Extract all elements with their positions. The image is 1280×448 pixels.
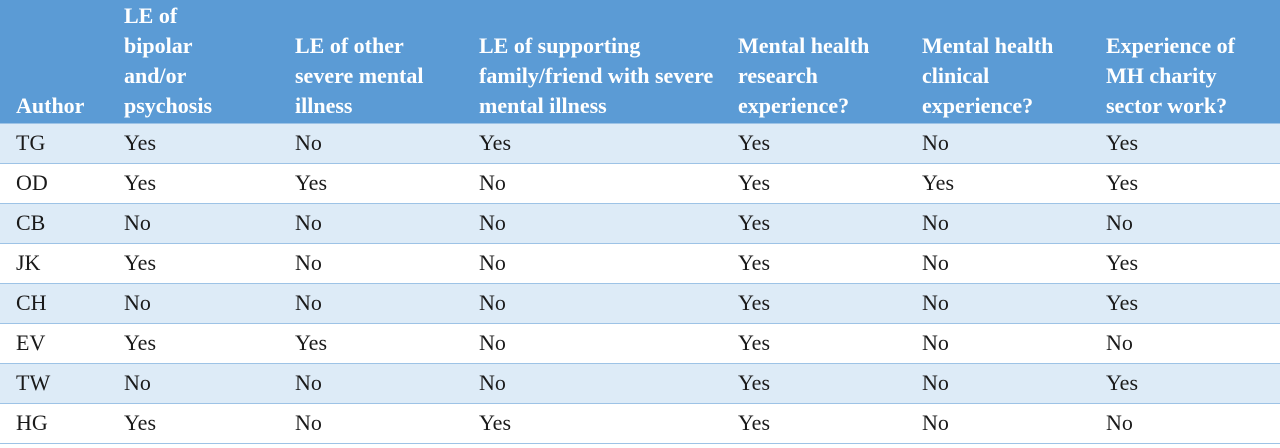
cell-le-bipolar-psychosis: No	[110, 362, 281, 403]
cell-le-other-smi: No	[281, 202, 465, 243]
cell-mh-research: Yes	[724, 282, 908, 323]
header-author: Author	[16, 92, 85, 118]
header-le-supporting-family: LE of supporting family/friend with seve…	[479, 32, 714, 118]
table-body: TG Yes No Yes Yes No Yes OD Yes Yes No Yes Yes Yes CB N…	[0, 122, 1280, 444]
header-mh-research: Mental health research experience?	[738, 32, 870, 118]
cell-le-bipolar-psychosis: Yes	[110, 122, 281, 163]
cell-le-other-smi: No	[281, 122, 465, 163]
cell-mh-research: Yes	[724, 202, 908, 243]
cell-le-other-smi: No	[281, 402, 465, 444]
cell-mh-charity: Yes	[1092, 242, 1280, 283]
cell-mh-research: Yes	[724, 402, 908, 444]
header-mh-charity: Experience of MH charity sector work?	[1106, 32, 1235, 118]
cell-mh-charity: Yes	[1092, 362, 1280, 403]
cell-mh-clinical: No	[908, 202, 1092, 243]
cell-mh-charity: Yes	[1092, 282, 1280, 323]
cell-mh-clinical: No	[908, 322, 1092, 363]
cell-mh-research: Yes	[724, 322, 908, 363]
cell-mh-research: Yes	[724, 122, 908, 163]
cell-author: CH	[0, 282, 110, 323]
cell-mh-clinical: Yes	[908, 162, 1092, 203]
header-mh-clinical: Mental health clinical experience?	[922, 32, 1054, 118]
table-row: CB No No No Yes No No	[0, 202, 1280, 243]
cell-le-supporting-family: No	[465, 242, 724, 283]
cell-le-bipolar-psychosis: No	[110, 202, 281, 243]
cell-mh-charity: No	[1092, 402, 1280, 444]
cell-mh-charity: No	[1092, 202, 1280, 243]
cell-le-other-smi: Yes	[281, 322, 465, 363]
table-row: HG Yes No Yes Yes No No	[0, 402, 1280, 444]
cell-author: EV	[0, 322, 110, 363]
cell-le-bipolar-psychosis: Yes	[110, 322, 281, 363]
table-row: OD Yes Yes No Yes Yes Yes	[0, 162, 1280, 203]
cell-mh-clinical: No	[908, 122, 1092, 163]
cell-le-supporting-family: No	[465, 162, 724, 203]
cell-author: OD	[0, 162, 110, 203]
cell-le-bipolar-psychosis: Yes	[110, 402, 281, 444]
cell-mh-research: Yes	[724, 162, 908, 203]
table-row: JK Yes No No Yes No Yes	[0, 242, 1280, 283]
cell-le-supporting-family: No	[465, 202, 724, 243]
cell-author: CB	[0, 202, 110, 243]
cell-author: JK	[0, 242, 110, 283]
cell-le-bipolar-psychosis: No	[110, 282, 281, 323]
cell-le-other-smi: Yes	[281, 162, 465, 203]
cell-mh-charity: No	[1092, 322, 1280, 363]
cell-author: HG	[0, 402, 110, 444]
cell-le-supporting-family: Yes	[465, 122, 724, 163]
cell-author: TG	[0, 122, 110, 163]
cell-mh-clinical: No	[908, 242, 1092, 283]
cell-le-supporting-family: No	[465, 322, 724, 363]
table-row: EV Yes Yes No Yes No No	[0, 322, 1280, 363]
header-row: Author LE of bipolar and/or psychosis LE…	[0, 0, 1280, 123]
cell-mh-clinical: No	[908, 402, 1092, 444]
cell-le-supporting-family: Yes	[465, 402, 724, 444]
cell-author: TW	[0, 362, 110, 403]
cell-mh-charity: Yes	[1092, 162, 1280, 203]
cell-mh-research: Yes	[724, 362, 908, 403]
cell-mh-charity: Yes	[1092, 122, 1280, 163]
header-le-bipolar-psychosis: LE of bipolar and/or psychosis	[124, 2, 213, 118]
cell-le-supporting-family: No	[465, 282, 724, 323]
cell-mh-clinical: No	[908, 282, 1092, 323]
cell-le-supporting-family: No	[465, 362, 724, 403]
cell-le-other-smi: No	[281, 242, 465, 283]
cell-le-other-smi: No	[281, 282, 465, 323]
cell-le-other-smi: No	[281, 362, 465, 403]
cell-mh-research: Yes	[724, 242, 908, 283]
cell-mh-clinical: No	[908, 362, 1092, 403]
table-row: TW No No No Yes No Yes	[0, 362, 1280, 403]
table-row: CH No No No Yes No Yes	[0, 282, 1280, 323]
cell-le-bipolar-psychosis: Yes	[110, 242, 281, 283]
cell-le-bipolar-psychosis: Yes	[110, 162, 281, 203]
table-row: TG Yes No Yes Yes No Yes	[0, 122, 1280, 163]
header-le-other-smi: LE of other severe mental illness	[295, 32, 424, 118]
